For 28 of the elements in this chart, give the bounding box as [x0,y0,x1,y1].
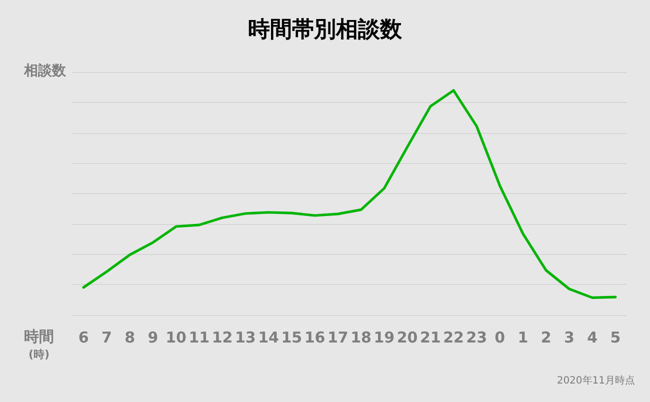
y-axis-title: 相談数 [23,62,67,79]
x-tick-label: 15 [281,328,302,346]
x-tick-label: 6 [78,328,89,346]
x-tick-label: 21 [420,328,441,346]
x-tick-label: 1 [518,328,528,346]
x-tick-label: 23 [466,328,488,346]
x-tick-label: 13 [235,328,256,346]
x-tick-label: 12 [212,328,233,346]
x-tick-label: 3 [564,328,574,346]
chart-title: 時間帯別相談数 [248,18,403,42]
x-tick-label: 22 [443,328,464,346]
text: 2020年11月時点 [556,374,636,386]
x-axis-title: 時間 (時) [24,328,54,361]
x-tick-label: 8 [124,328,136,346]
x-tick-label: 4 [587,328,598,346]
x-tick-label: 11 [188,328,210,346]
x-tick-label: 19 [374,328,395,346]
x-tick-label: 18 [350,328,372,346]
x-tick-label: 9 [148,328,158,346]
x-tick-label: 14 [258,328,279,346]
x-tick-label: 7 [101,328,112,346]
x-tick-label: 16 [304,328,326,346]
x-tick-label: 17 [328,328,348,346]
x-tick-label: 20 [396,328,418,346]
x-tick-label: 10 [166,328,186,346]
x-tick-label: 2 [540,328,552,346]
x-tick-label: 5 [610,328,621,346]
x-tick-label: 0 [494,328,506,346]
